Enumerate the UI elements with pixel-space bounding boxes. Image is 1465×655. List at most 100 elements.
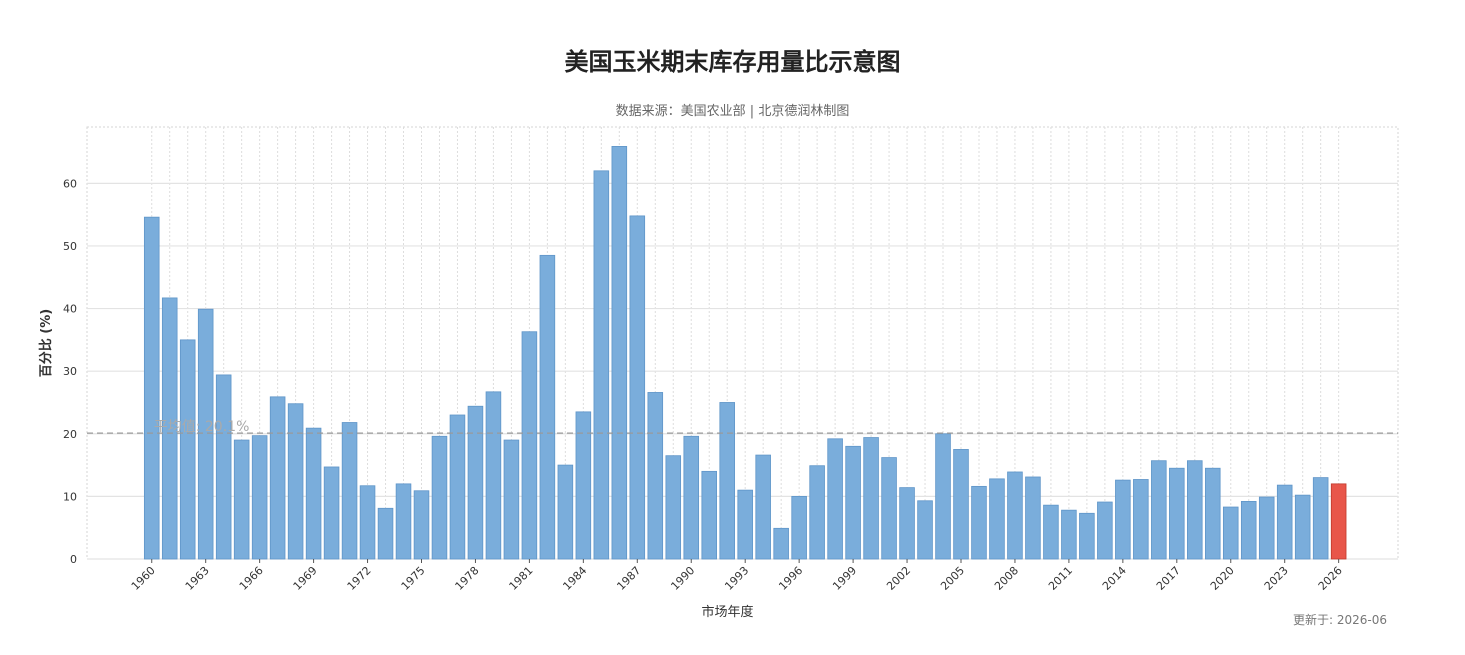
bar (791, 495, 807, 560)
bar (1240, 500, 1257, 560)
bar (431, 435, 448, 560)
bar (449, 414, 466, 560)
y-tick-label: 30 (63, 365, 77, 378)
x-tick-label: 2008 (992, 564, 1021, 593)
x-tick-label: 1978 (453, 564, 482, 593)
bar (143, 216, 160, 560)
bar (215, 374, 232, 560)
x-tick-label: 2005 (938, 564, 967, 593)
bar (863, 437, 879, 560)
x-tick-label: 1999 (830, 564, 859, 593)
bar (1169, 467, 1185, 560)
bar (413, 490, 430, 560)
y-tick-label: 60 (63, 177, 77, 190)
y-tick-label: 10 (63, 490, 77, 503)
bar (1025, 476, 1041, 560)
y-tick-label: 40 (63, 303, 77, 316)
bar (629, 215, 646, 560)
x-tick-label: 1981 (507, 564, 536, 593)
bar (1061, 509, 1077, 560)
bar (593, 170, 610, 560)
x-axis-label: 市场年度 (701, 604, 753, 620)
chart-subtitle: 数据来源：美国农业部 | 北京德润林制图 (615, 104, 850, 119)
bar (377, 507, 394, 560)
x-tick-label: 2026 (1316, 564, 1345, 593)
x-tick-label: 1969 (291, 564, 320, 593)
bar (1258, 496, 1275, 560)
bar (917, 500, 933, 560)
bar (1079, 512, 1095, 560)
bar (611, 146, 628, 560)
bar (845, 445, 861, 560)
x-tick-label: 2020 (1208, 564, 1237, 593)
bar (539, 254, 556, 560)
updated-date: 更新于: 2026-06 (1293, 613, 1387, 627)
bar (1043, 504, 1059, 560)
bar (467, 405, 484, 560)
y-tick-label: 0 (70, 553, 77, 566)
bar (647, 392, 664, 560)
bar (485, 391, 502, 560)
bar (701, 470, 718, 560)
x-tick-label: 1966 (237, 564, 266, 593)
bar (1133, 479, 1149, 560)
y-tick-label: 20 (63, 428, 77, 441)
x-tick-label: 1993 (722, 564, 751, 593)
x-tick-label: 1963 (183, 564, 212, 593)
bar (899, 487, 915, 560)
bar (989, 478, 1005, 560)
bar (1007, 471, 1023, 560)
bar (737, 489, 753, 560)
bar (521, 331, 538, 560)
bar (557, 464, 574, 560)
mean-line-label: 平均值: 20.1% (154, 419, 250, 435)
bar (161, 297, 178, 560)
bar (1187, 460, 1203, 560)
bar (503, 439, 520, 560)
x-tick-label: 1996 (776, 564, 805, 593)
x-tick-label: 1984 (560, 564, 589, 593)
x-tick-label: 2023 (1262, 564, 1291, 593)
bar (1294, 494, 1311, 560)
y-tick-label: 50 (63, 240, 77, 253)
bar (719, 402, 735, 560)
bar (683, 435, 700, 560)
bar (755, 454, 771, 560)
bar (1312, 477, 1329, 560)
bar (827, 438, 843, 560)
bar (1276, 484, 1293, 560)
bar (971, 485, 987, 560)
bar (1151, 460, 1167, 560)
bar (665, 455, 682, 560)
bar (1115, 479, 1131, 560)
x-tick-label: 1975 (399, 564, 428, 593)
bar (935, 433, 951, 560)
bar (305, 427, 322, 560)
bar (809, 465, 825, 560)
bar (953, 449, 969, 560)
x-tick-label: 2014 (1100, 564, 1129, 593)
bar (323, 466, 340, 560)
x-tick-label: 2002 (884, 564, 913, 593)
bar (287, 403, 304, 560)
bar (1204, 467, 1221, 560)
bar (881, 457, 897, 560)
x-tick-label: 2017 (1154, 564, 1183, 593)
bar (1097, 501, 1113, 560)
plot-frame (86, 126, 1399, 560)
x-tick-label: 1960 (129, 564, 158, 593)
x-tick-label: 1972 (345, 564, 374, 593)
bar (359, 485, 376, 560)
bar (233, 439, 250, 560)
bar (395, 483, 412, 560)
bar (1222, 506, 1239, 560)
bar (575, 411, 592, 560)
bar (773, 527, 789, 560)
x-tick-label: 1987 (614, 564, 643, 593)
bar (269, 396, 286, 560)
x-tick-label: 1990 (668, 564, 697, 593)
y-axis-label: 百分比 (%) (38, 309, 54, 377)
bar (341, 422, 358, 560)
bar (251, 435, 268, 560)
